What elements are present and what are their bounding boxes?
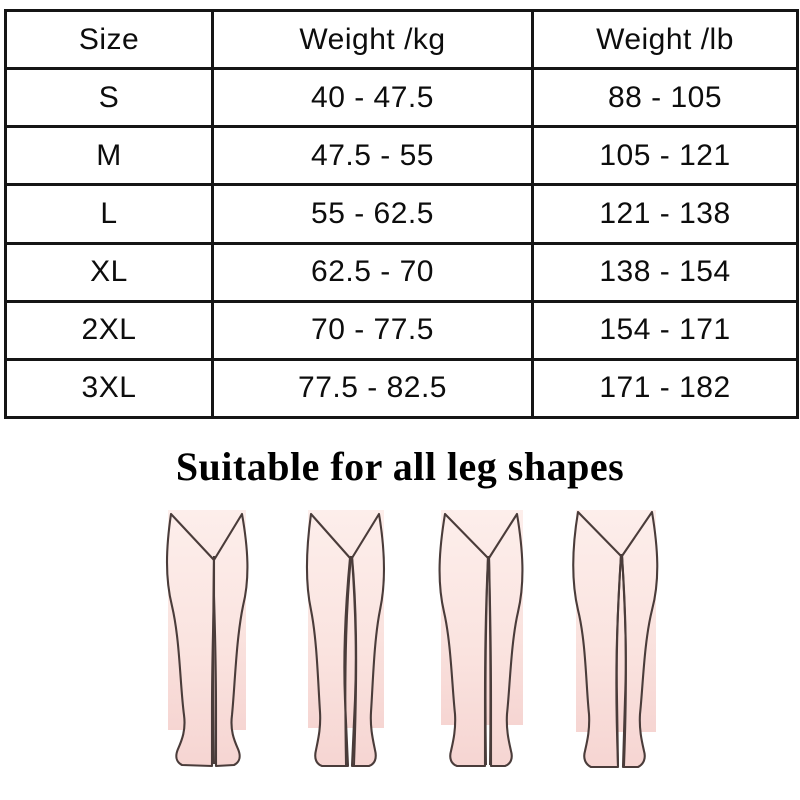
table-row: 3XL 77.5 - 82.5 171 - 182 bbox=[4, 357, 799, 420]
inner-right-contour bbox=[621, 553, 627, 767]
column-header-weight-kg: Weight /kg bbox=[211, 8, 534, 71]
inner-right-contour bbox=[488, 555, 492, 766]
leg-shapes-heading: Suitable for all leg shapes bbox=[175, 444, 625, 489]
inner-left-contour bbox=[344, 555, 352, 766]
inner-leg-gap-line bbox=[212, 555, 215, 765]
leg-figure-straight-legs bbox=[140, 500, 290, 800]
inner-left-contour bbox=[484, 555, 489, 766]
table-row: 2XL 70 - 77.5 154 - 171 bbox=[4, 299, 799, 361]
cell-weight-kg: 62.5 - 70 bbox=[211, 241, 534, 303]
cell-weight-kg: 47.5 - 55 bbox=[211, 125, 534, 187]
inner-left-contour bbox=[615, 553, 622, 767]
inner-right-contour bbox=[351, 555, 358, 766]
cell-weight-lb: 105 - 121 bbox=[531, 125, 799, 187]
table-row: XL 62.5 - 70 138 - 154 bbox=[4, 241, 799, 303]
cell-size: L bbox=[4, 183, 214, 245]
cell-size: 3XL bbox=[4, 357, 214, 420]
size-chart-table-container: Size Weight /kg Weight /lb S 40 - 47.5 8… bbox=[4, 8, 799, 420]
cell-weight-lb: 171 - 182 bbox=[531, 357, 799, 420]
leg-figure-curved-legs bbox=[548, 500, 698, 800]
leg-figure-knock-knees bbox=[415, 500, 565, 800]
cell-weight-kg: 40 - 47.5 bbox=[211, 67, 534, 129]
cell-size: M bbox=[4, 125, 214, 187]
right-leg-outline bbox=[212, 512, 249, 768]
table-row: M 47.5 - 55 105 - 121 bbox=[4, 125, 799, 187]
cell-size: S bbox=[4, 67, 214, 129]
cell-weight-lb: 121 - 138 bbox=[531, 183, 799, 245]
cell-size: XL bbox=[4, 241, 214, 303]
size-chart-table: Size Weight /kg Weight /lb S 40 - 47.5 8… bbox=[4, 8, 799, 420]
cell-weight-lb: 154 - 171 bbox=[531, 299, 799, 361]
cell-weight-lb: 138 - 154 bbox=[531, 241, 799, 303]
cell-weight-kg: 77.5 - 82.5 bbox=[211, 357, 534, 420]
cell-weight-lb: 88 - 105 bbox=[531, 67, 799, 129]
cell-weight-kg: 70 - 77.5 bbox=[211, 299, 534, 361]
table-row: L 55 - 62.5 121 - 138 bbox=[4, 183, 799, 245]
column-header-size: Size bbox=[4, 8, 214, 71]
cell-weight-kg: 55 - 62.5 bbox=[211, 183, 534, 245]
table-header-row: Size Weight /kg Weight /lb bbox=[4, 8, 799, 71]
leg-shapes-illustration-group bbox=[0, 500, 800, 800]
leg-figure-bow-legs bbox=[278, 500, 428, 800]
column-header-weight-lb: Weight /lb bbox=[531, 8, 799, 71]
table-row: S 40 - 47.5 88 - 105 bbox=[4, 67, 799, 129]
cell-size: 2XL bbox=[4, 299, 214, 361]
left-leg-outline bbox=[305, 512, 352, 768]
